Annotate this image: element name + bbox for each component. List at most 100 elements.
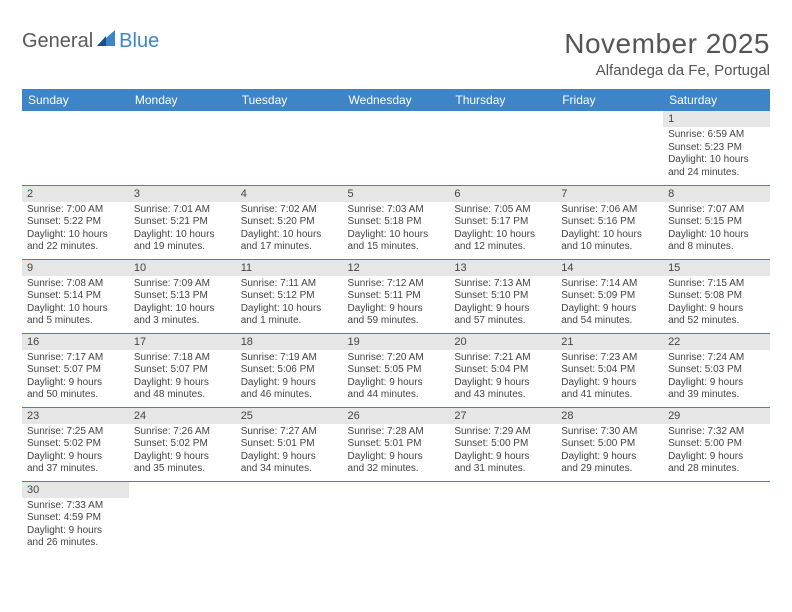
day-number: 17 (129, 334, 236, 350)
day-info: Sunrise: 7:19 AMSunset: 5:06 PMDaylight:… (236, 350, 343, 406)
day-number: 7 (556, 186, 663, 202)
day-info: Sunrise: 7:27 AMSunset: 5:01 PMDaylight:… (236, 424, 343, 480)
day-cell: 12Sunrise: 7:12 AMSunset: 5:11 PMDayligh… (343, 259, 450, 333)
day-cell: 26Sunrise: 7:28 AMSunset: 5:01 PMDayligh… (343, 407, 450, 481)
day-header-wednesday: Wednesday (343, 89, 450, 111)
day-number: 18 (236, 334, 343, 350)
day-cell: 20Sunrise: 7:21 AMSunset: 5:04 PMDayligh… (449, 333, 556, 407)
day-cell: 8Sunrise: 7:07 AMSunset: 5:15 PMDaylight… (663, 185, 770, 259)
day-info: Sunrise: 7:30 AMSunset: 5:00 PMDaylight:… (556, 424, 663, 480)
week-row: 9Sunrise: 7:08 AMSunset: 5:14 PMDaylight… (22, 259, 770, 333)
day-info: Sunrise: 7:20 AMSunset: 5:05 PMDaylight:… (343, 350, 450, 406)
day-number: 21 (556, 334, 663, 350)
day-cell: 25Sunrise: 7:27 AMSunset: 5:01 PMDayligh… (236, 407, 343, 481)
day-cell: 2Sunrise: 7:00 AMSunset: 5:22 PMDaylight… (22, 185, 129, 259)
day-cell: 14Sunrise: 7:14 AMSunset: 5:09 PMDayligh… (556, 259, 663, 333)
day-number: 23 (22, 408, 129, 424)
day-header-thursday: Thursday (449, 89, 556, 111)
empty-cell (449, 111, 556, 185)
empty-cell (556, 481, 663, 555)
day-cell: 4Sunrise: 7:02 AMSunset: 5:20 PMDaylight… (236, 185, 343, 259)
day-info: Sunrise: 7:23 AMSunset: 5:04 PMDaylight:… (556, 350, 663, 406)
location-label: Alfandega da Fe, Portugal (564, 62, 770, 79)
week-row: 2Sunrise: 7:00 AMSunset: 5:22 PMDaylight… (22, 185, 770, 259)
day-cell: 10Sunrise: 7:09 AMSunset: 5:13 PMDayligh… (129, 259, 236, 333)
day-info: Sunrise: 7:17 AMSunset: 5:07 PMDaylight:… (22, 350, 129, 406)
day-cell: 1Sunrise: 6:59 AMSunset: 5:23 PMDaylight… (663, 111, 770, 185)
day-number: 1 (663, 111, 770, 127)
week-row: 30Sunrise: 7:33 AMSunset: 4:59 PMDayligh… (22, 481, 770, 555)
day-info: Sunrise: 7:32 AMSunset: 5:00 PMDaylight:… (663, 424, 770, 480)
day-number: 6 (449, 186, 556, 202)
day-cell: 9Sunrise: 7:08 AMSunset: 5:14 PMDaylight… (22, 259, 129, 333)
logo-text-1: General (22, 30, 93, 53)
day-number: 27 (449, 408, 556, 424)
day-cell: 3Sunrise: 7:01 AMSunset: 5:21 PMDaylight… (129, 185, 236, 259)
day-info: Sunrise: 7:21 AMSunset: 5:04 PMDaylight:… (449, 350, 556, 406)
empty-cell (129, 111, 236, 185)
week-row: 23Sunrise: 7:25 AMSunset: 5:02 PMDayligh… (22, 407, 770, 481)
day-cell: 23Sunrise: 7:25 AMSunset: 5:02 PMDayligh… (22, 407, 129, 481)
day-cell: 29Sunrise: 7:32 AMSunset: 5:00 PMDayligh… (663, 407, 770, 481)
header: General Blue November 2025 Alfandega da … (22, 28, 770, 79)
day-cell: 6Sunrise: 7:05 AMSunset: 5:17 PMDaylight… (449, 185, 556, 259)
day-cell: 24Sunrise: 7:26 AMSunset: 5:02 PMDayligh… (129, 407, 236, 481)
empty-cell (236, 111, 343, 185)
day-info: Sunrise: 7:28 AMSunset: 5:01 PMDaylight:… (343, 424, 450, 480)
empty-cell (663, 481, 770, 555)
day-header-saturday: Saturday (663, 89, 770, 111)
day-cell: 7Sunrise: 7:06 AMSunset: 5:16 PMDaylight… (556, 185, 663, 259)
day-number: 5 (343, 186, 450, 202)
day-number: 9 (22, 260, 129, 276)
day-info: Sunrise: 7:18 AMSunset: 5:07 PMDaylight:… (129, 350, 236, 406)
day-cell: 16Sunrise: 7:17 AMSunset: 5:07 PMDayligh… (22, 333, 129, 407)
day-header-sunday: Sunday (22, 89, 129, 111)
sail-icon (93, 28, 119, 54)
day-number: 25 (236, 408, 343, 424)
day-cell: 13Sunrise: 7:13 AMSunset: 5:10 PMDayligh… (449, 259, 556, 333)
day-header-friday: Friday (556, 89, 663, 111)
day-number: 15 (663, 260, 770, 276)
day-info: Sunrise: 7:26 AMSunset: 5:02 PMDaylight:… (129, 424, 236, 480)
day-number: 3 (129, 186, 236, 202)
empty-cell (343, 111, 450, 185)
day-info: Sunrise: 7:14 AMSunset: 5:09 PMDaylight:… (556, 276, 663, 332)
day-number: 8 (663, 186, 770, 202)
day-info: Sunrise: 7:07 AMSunset: 5:15 PMDaylight:… (663, 202, 770, 258)
day-number: 2 (22, 186, 129, 202)
week-row: 1Sunrise: 6:59 AMSunset: 5:23 PMDaylight… (22, 111, 770, 185)
day-info: Sunrise: 7:01 AMSunset: 5:21 PMDaylight:… (129, 202, 236, 258)
day-cell: 30Sunrise: 7:33 AMSunset: 4:59 PMDayligh… (22, 481, 129, 555)
logo-text-2: Blue (119, 30, 159, 53)
day-info: Sunrise: 7:15 AMSunset: 5:08 PMDaylight:… (663, 276, 770, 332)
day-number: 22 (663, 334, 770, 350)
day-cell: 15Sunrise: 7:15 AMSunset: 5:08 PMDayligh… (663, 259, 770, 333)
day-cell: 17Sunrise: 7:18 AMSunset: 5:07 PMDayligh… (129, 333, 236, 407)
empty-cell (22, 111, 129, 185)
day-info: Sunrise: 7:06 AMSunset: 5:16 PMDaylight:… (556, 202, 663, 258)
day-info: Sunrise: 7:25 AMSunset: 5:02 PMDaylight:… (22, 424, 129, 480)
day-number: 13 (449, 260, 556, 276)
day-number: 19 (343, 334, 450, 350)
day-number: 4 (236, 186, 343, 202)
calendar-table: SundayMondayTuesdayWednesdayThursdayFrid… (22, 89, 770, 555)
day-cell: 22Sunrise: 7:24 AMSunset: 5:03 PMDayligh… (663, 333, 770, 407)
day-number: 30 (22, 482, 129, 498)
day-cell: 5Sunrise: 7:03 AMSunset: 5:18 PMDaylight… (343, 185, 450, 259)
empty-cell (129, 481, 236, 555)
logo: General Blue (22, 28, 159, 54)
day-info: Sunrise: 7:11 AMSunset: 5:12 PMDaylight:… (236, 276, 343, 332)
day-cell: 27Sunrise: 7:29 AMSunset: 5:00 PMDayligh… (449, 407, 556, 481)
title-block: November 2025 Alfandega da Fe, Portugal (564, 28, 770, 79)
empty-cell (343, 481, 450, 555)
day-number: 29 (663, 408, 770, 424)
day-number: 11 (236, 260, 343, 276)
week-row: 16Sunrise: 7:17 AMSunset: 5:07 PMDayligh… (22, 333, 770, 407)
empty-cell (236, 481, 343, 555)
day-cell: 18Sunrise: 7:19 AMSunset: 5:06 PMDayligh… (236, 333, 343, 407)
day-number: 28 (556, 408, 663, 424)
day-header-row: SundayMondayTuesdayWednesdayThursdayFrid… (22, 89, 770, 111)
day-cell: 21Sunrise: 7:23 AMSunset: 5:04 PMDayligh… (556, 333, 663, 407)
day-info: Sunrise: 7:02 AMSunset: 5:20 PMDaylight:… (236, 202, 343, 258)
day-header-tuesday: Tuesday (236, 89, 343, 111)
